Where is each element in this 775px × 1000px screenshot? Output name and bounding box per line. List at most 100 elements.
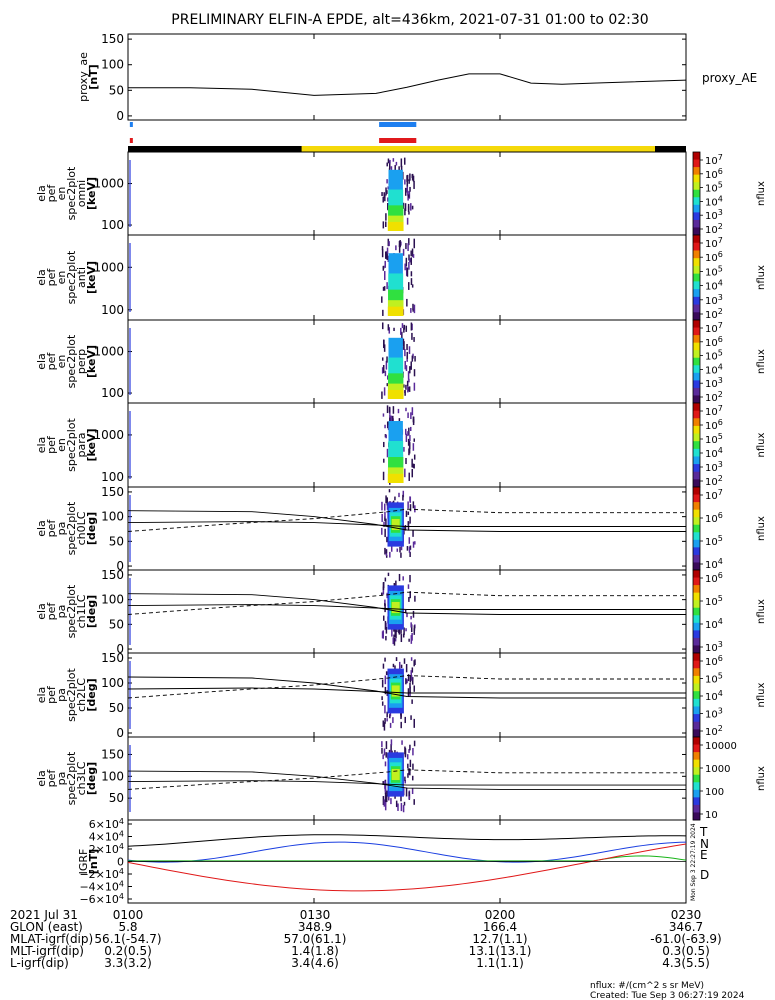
units-note: nflux: #/(cm^2 s sr MeV) xyxy=(590,981,704,991)
spectrogram-noise xyxy=(405,787,408,797)
panel-ylabel-line: [keV] xyxy=(85,177,98,210)
spectrogram-noise xyxy=(395,657,398,662)
spectrogram-noise xyxy=(408,448,410,456)
spectrogram-noise xyxy=(384,718,386,724)
spectrogram-noise xyxy=(384,424,386,429)
spectrogram-core xyxy=(391,601,400,614)
spectrogram-noise xyxy=(408,768,410,775)
spectrogram-noise xyxy=(412,254,415,258)
spectrogram-noise xyxy=(387,572,390,577)
spectrogram-noise xyxy=(382,309,384,316)
spectrogram-noise xyxy=(381,246,384,251)
colorbar-segment xyxy=(693,607,700,616)
spectrogram-noise xyxy=(404,609,407,614)
ytick-label: 100 xyxy=(101,676,124,690)
spectrogram-noise xyxy=(397,803,399,811)
spectrogram-noise xyxy=(401,323,404,329)
spectrogram-noise xyxy=(382,413,385,417)
colorbar-segment xyxy=(693,547,700,556)
field-aligned-line xyxy=(127,591,686,615)
panel-ylabel-line: ela xyxy=(35,269,48,286)
spectrogram-noise xyxy=(399,241,402,247)
spectrogram-noise xyxy=(413,238,415,247)
footer-group: 2021 Jul 31 0100 0130 0200 0230 GLON (east) 5.… xyxy=(10,908,745,1000)
spectrogram-noise xyxy=(395,161,398,166)
spectrogram-noise xyxy=(411,205,414,210)
spectrogram-noise xyxy=(414,505,416,513)
panel-ylabel-line: anti xyxy=(75,267,88,288)
spectrogram-noise xyxy=(408,546,411,553)
spectrogram-noise xyxy=(392,158,395,162)
colorbar-segment xyxy=(693,418,700,427)
spectrogram-noise xyxy=(408,254,410,261)
colorbar-segment xyxy=(693,289,700,298)
footer-value: 56.1(-54.7) xyxy=(94,932,161,946)
ytick-label: 1000 xyxy=(93,177,124,191)
colorbar-segment xyxy=(693,327,700,336)
colorbar-segment xyxy=(693,227,700,236)
spectrogram-noise xyxy=(412,443,415,451)
spectrogram-noise xyxy=(384,547,386,555)
spectrogram-noise xyxy=(411,699,413,704)
spectrogram-noise xyxy=(384,789,387,795)
spectrogram-noise xyxy=(408,179,410,184)
spectrogram-noise xyxy=(386,790,388,796)
spectrogram-noise xyxy=(384,528,386,538)
ytick-label: 1000 xyxy=(93,345,124,359)
spectrogram-noise xyxy=(398,492,400,498)
status-bars xyxy=(128,122,686,152)
spectrogram-noise xyxy=(408,441,411,448)
panel-ylabel-line: [deg] xyxy=(85,512,98,545)
spectrogram-noise xyxy=(384,516,386,521)
spectrogram-noise xyxy=(382,582,385,589)
spectrogram-noise xyxy=(407,385,409,393)
spectrogram-noise xyxy=(402,805,405,813)
colorbar-segment xyxy=(693,471,700,480)
ytick-label: 100 xyxy=(101,58,124,72)
spectrogram-noise xyxy=(404,263,406,271)
colorbar-segment xyxy=(693,729,700,738)
spectrogram-noise xyxy=(382,781,384,785)
igrf-legend-D: D xyxy=(700,868,709,882)
spectrogram-noise xyxy=(384,686,387,695)
spectrogram-noise xyxy=(408,472,410,481)
spectrogram-noise xyxy=(404,780,407,784)
loss-cone-line xyxy=(127,510,686,532)
spectrogram-noise xyxy=(403,446,405,452)
spectrogram-noise xyxy=(398,573,401,582)
spectrogram-noise xyxy=(390,739,393,746)
ytick-label: 100 xyxy=(101,510,124,524)
spectrogram-noise xyxy=(395,580,397,588)
spectrogram-noise xyxy=(402,202,405,209)
colorbar-segment xyxy=(693,622,700,631)
colorbar-segment xyxy=(693,645,700,654)
spectrogram-noise xyxy=(410,412,412,420)
spectrogram-noise xyxy=(386,356,388,363)
spectrogram-noise xyxy=(411,332,413,340)
spectrogram-noise xyxy=(381,391,383,399)
spectrogram-noise xyxy=(381,527,383,535)
spectrogram-noise xyxy=(381,741,383,748)
spectrogram-noise xyxy=(385,518,387,526)
proxy-ae-legend: proxy_AE xyxy=(702,71,757,85)
spectrogram-noise xyxy=(409,186,411,192)
spectrogram-noise xyxy=(405,664,408,673)
spectrogram-noise xyxy=(400,802,403,812)
colorbar-tick-label: 105 xyxy=(705,594,723,608)
spectrogram-noise xyxy=(381,192,383,197)
ytick-label: 1000 xyxy=(93,260,124,274)
spectrogram-noise xyxy=(413,660,415,667)
colorbar-segment xyxy=(693,637,700,646)
footer-value: 0130 xyxy=(300,908,331,922)
spectrogram-noise xyxy=(411,775,414,781)
spectrogram-noise xyxy=(384,792,387,802)
colorbar-tick-label: 104 xyxy=(705,557,723,571)
spectrogram-noise xyxy=(398,244,401,253)
colorbar-segment xyxy=(693,683,700,692)
colorbar-segment xyxy=(693,592,700,601)
panel-ylabel-line: ela xyxy=(35,603,48,620)
spectrogram-noise xyxy=(387,324,390,331)
colorbar-segment xyxy=(693,219,700,228)
colorbar-label: nflux xyxy=(756,349,767,374)
